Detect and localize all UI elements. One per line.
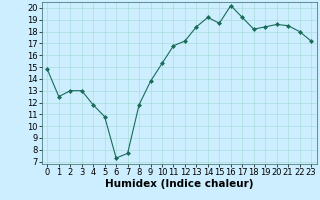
X-axis label: Humidex (Indice chaleur): Humidex (Indice chaleur): [105, 179, 253, 189]
